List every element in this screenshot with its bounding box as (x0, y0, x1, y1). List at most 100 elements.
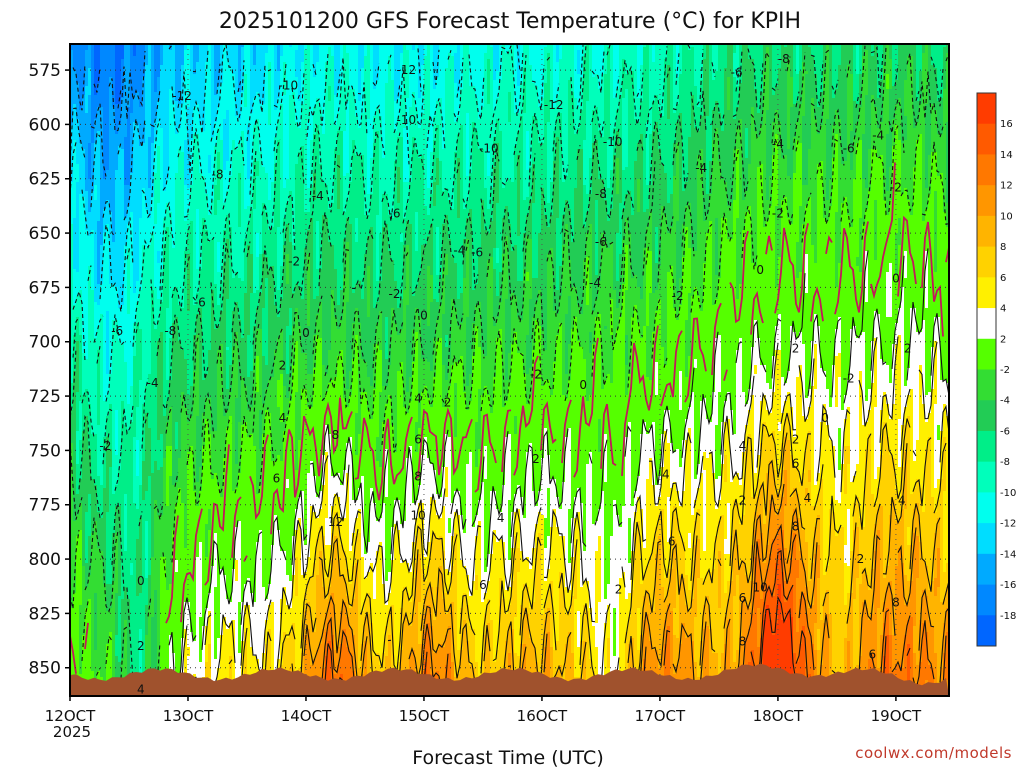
temperature-band-segment (259, 104, 263, 153)
temperature-band-segment (556, 218, 560, 291)
temperature-band-segment (556, 44, 560, 63)
temperature-band-segment (778, 122, 782, 258)
temperature-band-segment (694, 44, 698, 87)
temperature-band-segment (499, 512, 503, 540)
temperature-band-segment (262, 167, 266, 204)
temperature-band-segment (724, 455, 728, 483)
temperature-band-segment (490, 620, 494, 696)
temperature-band-segment (643, 422, 647, 549)
temperature-band-segment (289, 335, 293, 378)
temperature-band-segment (295, 44, 299, 51)
temperature-band-segment (754, 494, 758, 513)
temperature-band-segment (139, 629, 143, 690)
temperature-band-segment (892, 44, 896, 87)
temperature-band-segment (217, 350, 221, 486)
temperature-band-segment (361, 299, 365, 360)
temperature-band-segment (337, 473, 341, 498)
temperature-band-segment (304, 44, 308, 51)
temperature-band-segment (283, 218, 287, 246)
temperature-band-segment (562, 245, 566, 396)
temperature-band-segment (562, 182, 566, 216)
temperature-band-segment (106, 224, 110, 312)
temperature-band-segment (547, 53, 551, 123)
temperature-band-segment (658, 299, 662, 477)
temperature-band-segment (328, 620, 332, 642)
temperature-band-segment (856, 257, 860, 267)
temperature-band-segment (580, 44, 584, 78)
temperature-band-segment (106, 44, 110, 171)
temperature-band-segment (151, 197, 155, 234)
temperature-band-segment (268, 629, 272, 696)
temperature-band-segment (406, 563, 410, 594)
temperature-band-segment (160, 557, 164, 696)
temperature-band-segment (874, 107, 878, 150)
temperature-band-segment (859, 584, 863, 657)
temperature-band-segment (577, 305, 581, 342)
temperature-band-segment (157, 77, 161, 102)
freezing-line-contour (70, 162, 949, 674)
temperature-band-segment (400, 608, 404, 651)
temperature-band-segment (355, 308, 359, 336)
temperature-band-segment (223, 575, 227, 618)
contour-label: 0 (302, 326, 310, 340)
temperature-band-segment (529, 368, 533, 396)
temperature-band-segment (427, 131, 431, 189)
temperature-band-segment (139, 218, 143, 291)
temperature-band-segment (787, 611, 791, 696)
temperature-band-segment (517, 572, 521, 657)
temperature-band-segment (640, 44, 644, 66)
temperature-band-segment (727, 44, 731, 78)
temperature-band-segment (166, 446, 170, 507)
temperature-band-segment (301, 104, 305, 147)
temperature-band-segment (136, 92, 140, 126)
temperature-band-segment (373, 389, 377, 504)
temperature-band-segment (466, 641, 470, 693)
temperature-band-segment (913, 308, 917, 462)
temperature-band-segment (199, 542, 203, 618)
temperature-band-segment (94, 143, 98, 186)
temperature-band-segment (688, 293, 692, 357)
temperature-band-segment (772, 155, 776, 357)
temperature-band-segment (214, 215, 218, 285)
temperature-band-segment (802, 44, 806, 63)
temperature-band-segment (874, 149, 878, 201)
temperature-band-segment (466, 218, 470, 240)
temperature-band-segment (907, 644, 911, 696)
temperature-band-segment (169, 635, 173, 696)
temperature-band-segment (85, 608, 89, 696)
temperature-band-segment (712, 80, 716, 111)
temperature-band-segment (925, 632, 929, 681)
temperature-band-segment (343, 398, 347, 471)
temperature-band-segment (529, 167, 533, 201)
temperature-band-segment (544, 83, 548, 216)
temperature-band-segment (850, 329, 854, 483)
temperature-band-segment (280, 551, 284, 600)
temperature-band-segment (943, 572, 947, 600)
temperature-band-segment (79, 530, 83, 606)
temperature-band-segment (631, 215, 635, 279)
temperature-band-segment (73, 335, 77, 372)
temperature-band-segment (94, 434, 98, 486)
temperature-band-segment (571, 242, 575, 288)
temperature-band-segment (478, 257, 482, 303)
temperature-band-segment (457, 650, 461, 675)
temperature-band-segment (904, 140, 908, 189)
temperature-band-segment (172, 485, 176, 531)
temperature-band-segment (193, 305, 197, 336)
temperature-band-segment (277, 530, 281, 660)
temperature-band-segment (310, 374, 314, 408)
temperature-band-segment (379, 542, 383, 666)
temperature-band-segment (574, 98, 578, 135)
temperature-band-segment (781, 158, 785, 201)
temperature-band-segment (349, 224, 353, 372)
temperature-band-segment (715, 128, 719, 219)
temperature-band-segment (763, 395, 767, 423)
temperature-band-segment (916, 44, 920, 102)
contour-label: -6 (389, 207, 401, 221)
temperature-band-segment (457, 218, 461, 300)
temperature-band-segment (145, 635, 149, 684)
temperature-band-segment (925, 44, 929, 105)
temperature-band-segment (694, 500, 698, 522)
temperature-band-segment (229, 227, 233, 366)
temperature-band-segment (529, 443, 533, 570)
